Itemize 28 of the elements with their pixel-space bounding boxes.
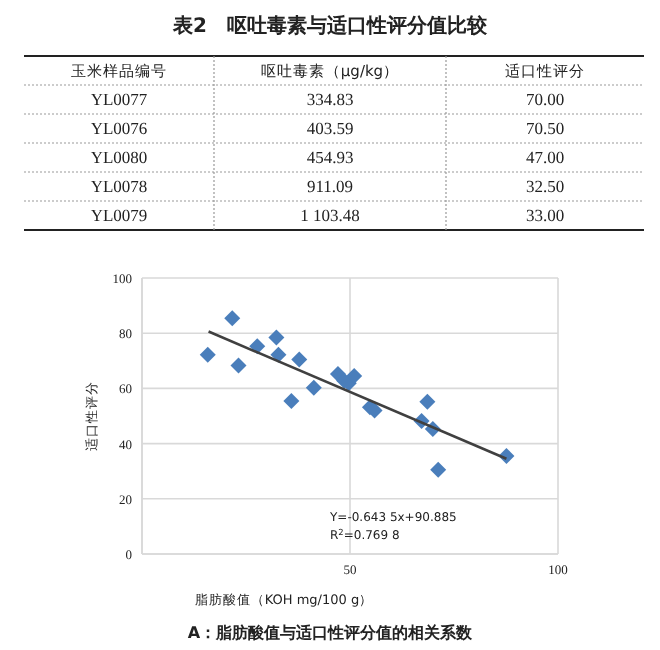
text: YL0078 — [90, 176, 148, 197]
text: 33.00 — [525, 205, 565, 226]
point — [249, 338, 266, 355]
text: YL0079 — [90, 205, 148, 226]
text: 表2 呕吐毒素与适口性评分值比较 — [171, 14, 489, 38]
point — [419, 393, 436, 410]
text: 1 103.48 — [300, 205, 360, 226]
text: 70.50 — [525, 118, 565, 139]
point — [430, 461, 447, 478]
text: 403.59 — [306, 118, 354, 139]
point — [224, 310, 241, 327]
text: YL0080 — [90, 147, 148, 168]
text: A：脂肪酸值与适口性评分值的相关系数 — [187, 624, 475, 642]
point — [283, 393, 300, 410]
text: 911.09 — [306, 176, 354, 197]
point — [305, 379, 322, 396]
point — [346, 367, 363, 384]
text: YL0077 — [90, 89, 148, 110]
point — [291, 351, 308, 368]
point — [268, 329, 285, 346]
text: 32.50 — [525, 176, 565, 197]
text: 334.83 — [306, 89, 354, 110]
text: 454.93 — [306, 147, 354, 168]
point — [199, 346, 216, 363]
text: YL0076 — [90, 118, 148, 139]
text: 47.00 — [525, 147, 565, 168]
text: 70.00 — [525, 89, 565, 110]
point — [230, 357, 247, 374]
